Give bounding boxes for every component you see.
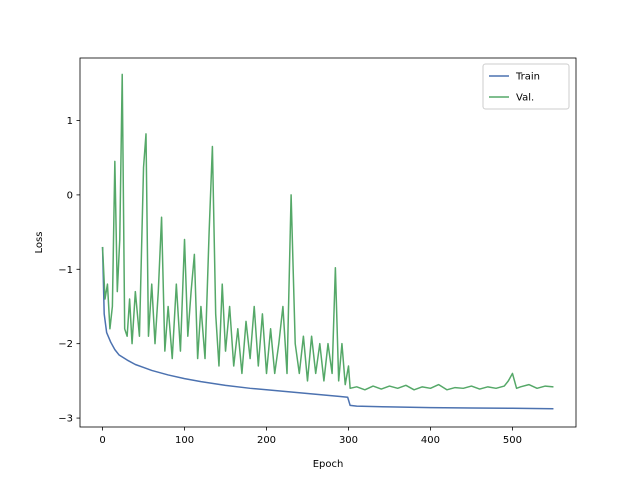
y-tick-label: −3 (58, 414, 73, 425)
series-line-val (101, 73, 554, 391)
series-line-train (101, 246, 554, 410)
x-tick-label: 500 (503, 435, 522, 446)
x-tick-label: 300 (339, 435, 358, 446)
legend-label-val: Val. (516, 93, 534, 104)
x-axis-label: Epoch (313, 459, 344, 470)
legend: Train Val. (482, 63, 570, 110)
x-tick-label: 0 (99, 435, 105, 446)
x-tick-label: 100 (175, 435, 194, 446)
x-tick-label: 200 (257, 435, 276, 446)
y-axis: −3 −2 −1 0 1 (58, 116, 80, 425)
x-axis: 0 100 200 300 400 500 (99, 427, 522, 446)
y-tick-label: −2 (58, 339, 73, 350)
axes-frame (79, 57, 577, 428)
y-axis-label: Loss (34, 232, 45, 254)
legend-label-train: Train (515, 72, 540, 83)
x-tick-label: 400 (421, 435, 440, 446)
y-tick-label: −1 (58, 265, 73, 276)
y-tick-label: 1 (67, 116, 73, 127)
y-tick-label: 0 (67, 190, 73, 201)
plot-area: 0 100 200 300 400 500 −3 −2 −1 0 1 (58, 57, 577, 446)
